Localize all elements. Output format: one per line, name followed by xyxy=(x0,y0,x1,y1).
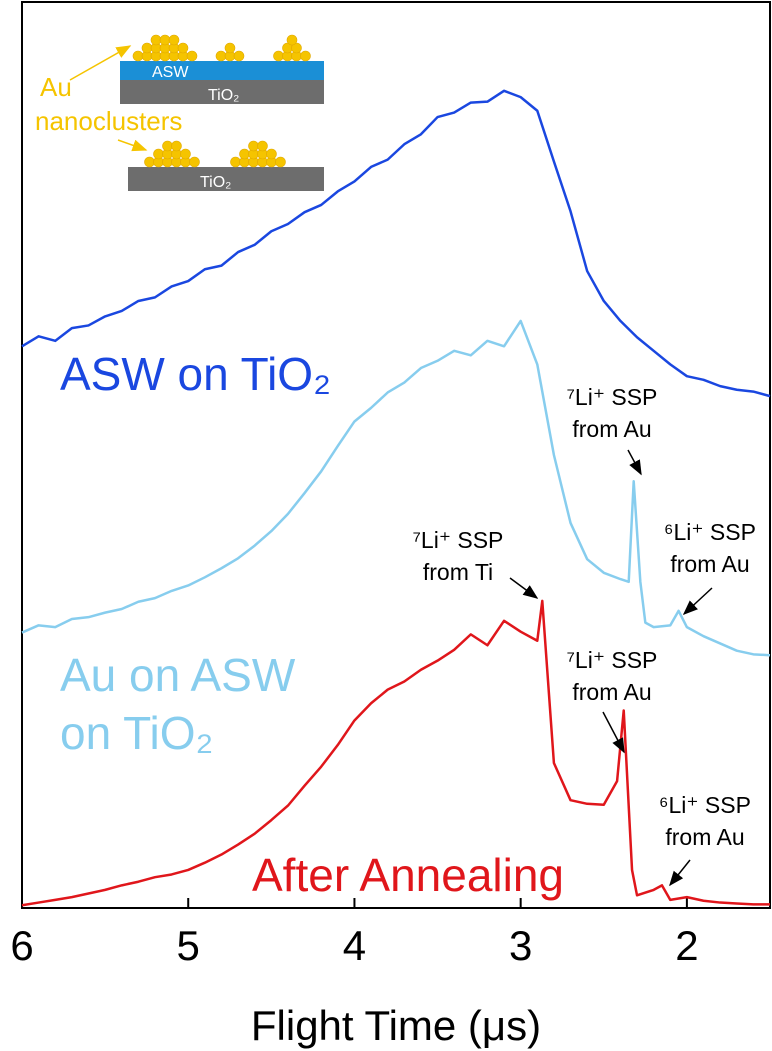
annotation: from Au xyxy=(665,824,744,850)
inset-arrow xyxy=(118,140,146,150)
gold-particle xyxy=(249,141,259,151)
gold-particle xyxy=(181,149,191,159)
x-tick-label: 5 xyxy=(177,922,200,969)
series-label: ASW on TiO₂ xyxy=(60,345,380,403)
gold-particle xyxy=(274,51,284,61)
x-tick-label: 2 xyxy=(675,922,698,969)
gold-particle xyxy=(178,43,188,53)
gold-particle xyxy=(187,51,197,61)
inset-diagram: ASW TiO₂ TiO₂ Au nanoclusters xyxy=(35,35,324,191)
x-tick-label: 4 xyxy=(343,922,366,969)
annotation: ⁷Li⁺ SSP xyxy=(567,647,658,673)
annotation: ⁷Li⁺ SSP xyxy=(413,527,504,553)
inset-label: ASW xyxy=(152,64,189,81)
annotation: ⁷Li⁺ SSP xyxy=(567,384,658,410)
gold-particle xyxy=(267,149,277,159)
gold-particle xyxy=(142,43,152,53)
annotation-arrow xyxy=(670,860,690,885)
gold-particle xyxy=(234,51,244,61)
gold-particle xyxy=(240,149,250,159)
gold-particle xyxy=(133,51,143,61)
inset-label: Au xyxy=(40,72,72,102)
gold-particle xyxy=(231,157,241,167)
gold-particle xyxy=(154,149,164,159)
annotation: ⁶Li⁺ SSP xyxy=(664,519,756,545)
inset-label: nanoclusters xyxy=(35,106,182,136)
x-tick-label: 6 xyxy=(10,922,33,969)
series-label: Au on ASW on TiO₂ xyxy=(60,646,310,762)
gold-particle xyxy=(301,51,311,61)
gold-particle xyxy=(225,43,235,53)
inset-label: TiO₂ xyxy=(200,174,231,191)
annotation: from Au xyxy=(572,416,651,442)
annotation: from Ti xyxy=(423,559,493,585)
page: {"chart_data": { "type": "line", "xlabel… xyxy=(0,0,772,1051)
annotation-arrow xyxy=(684,588,712,614)
annotation-arrow xyxy=(628,450,641,474)
series-label: After Annealing xyxy=(252,846,612,904)
gold-particle xyxy=(169,35,179,45)
annotation: from Au xyxy=(670,551,749,577)
annotation-arrow xyxy=(510,578,537,598)
gold-particle xyxy=(172,141,182,151)
gold-particle xyxy=(258,141,268,151)
x-axis-label: Flight Time (μs) xyxy=(251,1002,541,1049)
asw-layer xyxy=(120,61,324,80)
annotation: from Au xyxy=(572,679,651,705)
x-tick-label: 3 xyxy=(509,922,532,969)
gold-particle xyxy=(216,51,226,61)
gold-particle xyxy=(287,35,297,45)
gold-particle xyxy=(145,157,155,167)
gold-particle xyxy=(160,35,170,45)
gold-particle xyxy=(163,141,173,151)
plot-frame xyxy=(22,2,770,908)
inset-label: TiO₂ xyxy=(208,87,239,104)
gold-particle xyxy=(151,35,161,45)
gold-particle xyxy=(276,157,286,167)
gold-particle xyxy=(190,157,200,167)
annotation: ⁶Li⁺ SSP xyxy=(659,792,751,818)
